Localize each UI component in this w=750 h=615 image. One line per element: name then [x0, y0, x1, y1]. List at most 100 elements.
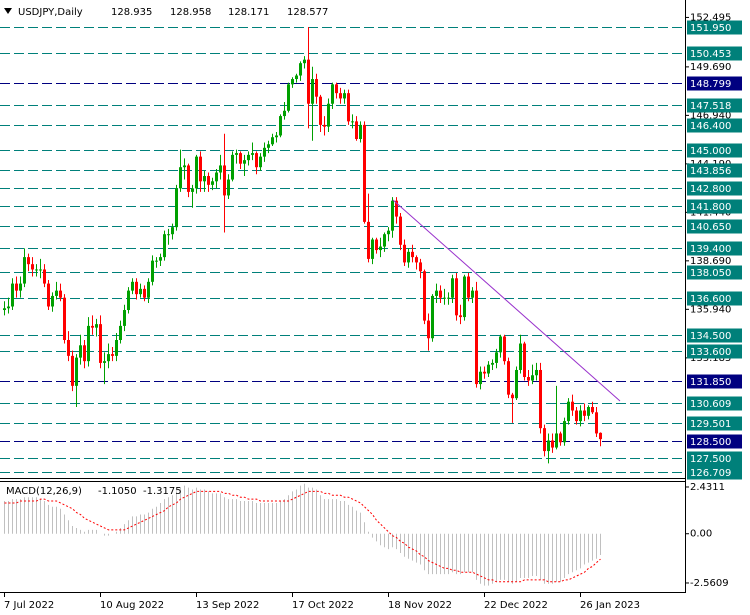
candle-body	[267, 144, 270, 148]
candle-body	[487, 364, 490, 374]
candle-body	[63, 297, 66, 341]
candle-body	[331, 84, 334, 104]
candle-body	[559, 433, 562, 443]
candle-body	[391, 200, 394, 231]
candle-body	[483, 371, 486, 374]
candle-body	[471, 290, 474, 298]
candle-body	[143, 288, 146, 298]
candle-body	[399, 216, 402, 245]
level-label: 128.500	[690, 437, 731, 448]
y-tick-label: 135.940	[690, 304, 731, 315]
signal-readout: -1.3175	[143, 486, 182, 497]
candle-body	[51, 295, 54, 307]
candle-body	[39, 269, 42, 271]
level-label: 129.501	[690, 419, 731, 430]
candle-body	[507, 361, 510, 395]
level-label: 138.050	[690, 268, 731, 279]
candle-body	[327, 103, 330, 127]
candle-body	[75, 357, 78, 386]
candles	[3, 27, 602, 464]
candle-body	[323, 124, 326, 127]
level-label: 145.000	[690, 146, 731, 157]
level-box	[687, 396, 742, 411]
candle-body	[67, 340, 70, 356]
candle-body	[299, 63, 302, 76]
candle-body	[159, 257, 162, 261]
x-tick-label: 18 Nov 2022	[388, 600, 452, 611]
candle-body	[107, 354, 110, 362]
candle-body	[275, 135, 278, 138]
candle-body	[351, 121, 354, 123]
level-box	[687, 434, 742, 449]
candle-body	[295, 75, 298, 80]
candle-body	[343, 93, 346, 99]
candle-body	[283, 110, 286, 117]
candle-body	[227, 179, 230, 196]
candle-body	[423, 271, 426, 321]
candle-body	[59, 290, 62, 298]
candle-body	[163, 234, 166, 258]
candle-body	[127, 290, 130, 311]
candle-body	[123, 310, 126, 326]
high-readout: 128.958	[170, 7, 211, 18]
candle-body	[451, 278, 454, 298]
candle-body	[307, 59, 310, 104]
signal-line	[4, 490, 601, 583]
candle-body	[599, 432, 602, 440]
candle-body	[247, 154, 250, 161]
candle-body	[315, 79, 318, 97]
candle-body	[259, 156, 262, 168]
candle-body	[231, 154, 234, 180]
candle-body	[431, 295, 434, 339]
candle-body	[195, 156, 198, 189]
candle-body	[71, 355, 74, 386]
macd-y-tick-label: 0.00	[690, 529, 712, 540]
candle-body	[131, 281, 134, 291]
candle-body	[467, 276, 470, 298]
candle-body	[219, 165, 222, 173]
level-box	[687, 181, 742, 196]
macd-readout: -1.1050	[98, 486, 137, 497]
level-box	[687, 20, 742, 35]
candle-body	[443, 297, 446, 299]
candle-body	[99, 324, 102, 363]
candle-body	[319, 96, 322, 125]
candle-body	[3, 308, 6, 311]
level-box	[687, 451, 742, 466]
candle-body	[79, 345, 82, 358]
candle-body	[435, 290, 438, 296]
candle-body	[243, 160, 246, 164]
level-box	[687, 344, 742, 359]
candle-body	[519, 343, 522, 370]
menu-triangle[interactable]	[4, 8, 12, 14]
candle-body	[459, 315, 462, 318]
candle-body	[455, 278, 458, 316]
symbol-label: USDJPY,Daily	[18, 7, 83, 18]
candle-body	[575, 410, 578, 422]
level-box	[687, 76, 742, 91]
candle-body	[439, 290, 442, 298]
y-tick-label: 138.690	[690, 256, 731, 267]
candle-body	[303, 59, 306, 64]
level-box	[687, 98, 742, 113]
candle-body	[571, 401, 574, 411]
candle-body	[7, 306, 10, 309]
candle-body	[279, 116, 282, 136]
candle-body	[587, 407, 590, 416]
candle-body	[395, 200, 398, 217]
level-box	[687, 416, 742, 431]
candle-body	[547, 440, 550, 452]
candle-body	[527, 377, 530, 381]
candle-body	[251, 153, 254, 155]
candle-body	[191, 188, 194, 192]
open-readout: 128.935	[111, 7, 152, 18]
candle-body	[235, 153, 238, 155]
candle-body	[111, 354, 114, 356]
candle-body	[183, 165, 186, 168]
level-box	[687, 328, 742, 343]
macd-title: MACD(12,26,9)	[6, 486, 82, 497]
level-box	[687, 465, 742, 480]
candle-body	[311, 79, 314, 104]
level-label: 139.400	[690, 244, 731, 255]
level-box	[687, 118, 742, 133]
